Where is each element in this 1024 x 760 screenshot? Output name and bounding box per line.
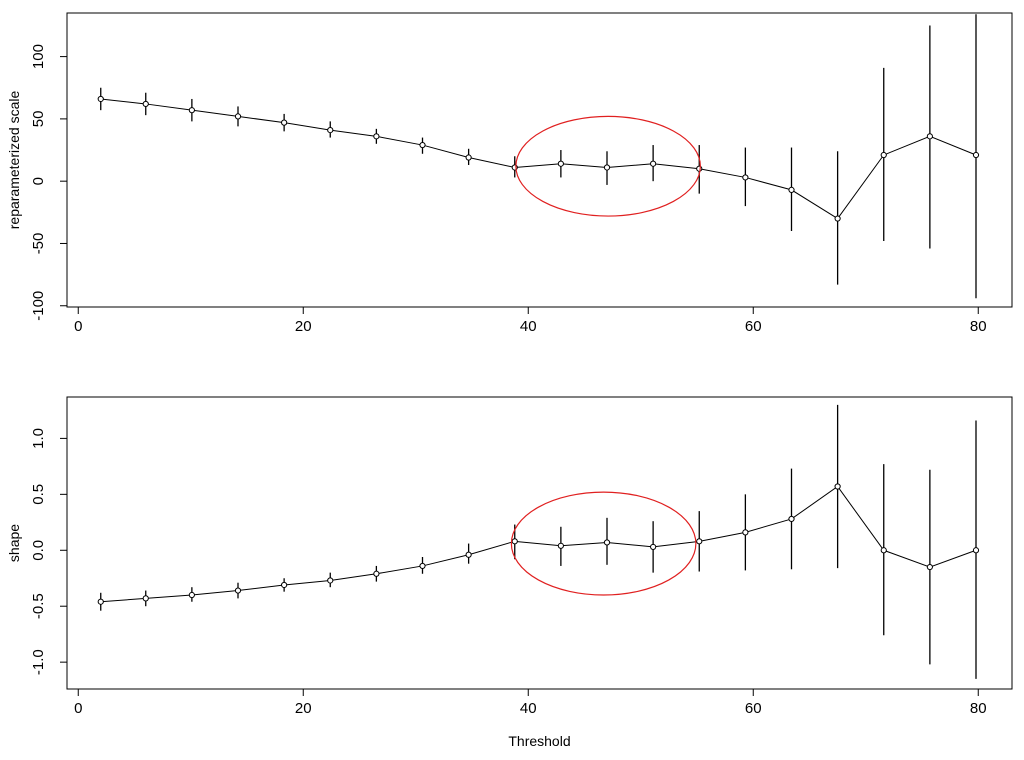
data-point xyxy=(234,587,242,594)
data-point xyxy=(465,551,472,558)
data-point xyxy=(834,215,841,222)
highlight-ellipse xyxy=(510,491,697,596)
x-tick-label: 20 xyxy=(295,700,312,717)
x-tick-label: 40 xyxy=(520,700,537,717)
y-tick-label: 0.5 xyxy=(30,484,47,505)
data-point xyxy=(788,515,795,523)
data-point xyxy=(742,174,749,181)
data-point xyxy=(742,529,749,536)
data-point xyxy=(511,538,518,545)
y-axis-title: reparameterized scale xyxy=(6,91,22,230)
y-tick-label: 50 xyxy=(30,111,47,128)
y-tick-label: -100 xyxy=(30,291,47,321)
data-point xyxy=(834,483,841,490)
y-tick-label: -1.0 xyxy=(30,649,47,675)
x-tick-label: 60 xyxy=(745,318,762,335)
data-point xyxy=(188,591,195,599)
data-point xyxy=(97,598,104,605)
x-tick-label: 80 xyxy=(970,318,987,335)
data-point xyxy=(788,186,795,193)
data-point xyxy=(972,151,980,159)
highlight-ellipse xyxy=(515,115,701,217)
data-point xyxy=(465,154,472,161)
data-point xyxy=(327,127,334,134)
data-point xyxy=(419,141,426,149)
series-line xyxy=(100,485,977,603)
reparameterized-scale-panel: 0 20 40 60 80 -100 -50 0 50 100 reparameterized sc… xyxy=(6,12,1013,335)
data-point xyxy=(926,563,933,571)
data-point xyxy=(696,165,703,172)
y-tick-label: -0.5 xyxy=(30,593,47,619)
data-point xyxy=(696,538,703,545)
data-point xyxy=(926,133,933,140)
x-tick-label: 80 xyxy=(970,700,987,717)
data-point xyxy=(97,95,104,103)
series-line xyxy=(100,98,977,220)
x-tick-label: 0 xyxy=(74,700,82,717)
shape-panel: 0 20 40 60 80 -1.0 -0.5 0.0 0.5 1.0 shape Threshold xyxy=(6,396,1013,749)
x-tick-label: 20 xyxy=(295,318,312,335)
y-axis-title: shape xyxy=(6,524,22,562)
data-point xyxy=(880,547,887,554)
plot-frame xyxy=(66,396,1013,690)
data-point xyxy=(281,119,288,126)
x-tick-label: 60 xyxy=(745,700,762,717)
data-point xyxy=(650,543,657,551)
data-point xyxy=(234,113,242,120)
y-tick-label: 0.0 xyxy=(30,540,47,561)
y-tick-label: 0 xyxy=(30,177,47,185)
data-point xyxy=(880,151,887,159)
y-tick-label: 1.0 xyxy=(30,428,47,449)
data-point xyxy=(557,160,564,167)
y-tick-label: -50 xyxy=(30,233,47,255)
data-point xyxy=(972,547,980,554)
data-point xyxy=(142,100,149,108)
x-tick-label: 40 xyxy=(520,318,537,335)
x-axis-title: Threshold xyxy=(508,733,570,749)
data-point xyxy=(373,133,380,140)
data-point xyxy=(650,160,657,167)
data-point xyxy=(373,570,380,577)
x-tick-label: 0 xyxy=(74,318,82,335)
data-point xyxy=(281,581,288,589)
data-point xyxy=(603,539,611,546)
data-point xyxy=(419,562,426,570)
data-point xyxy=(142,595,149,602)
data-point xyxy=(327,577,334,584)
y-tick-label: 100 xyxy=(30,44,47,69)
plot-frame xyxy=(66,12,1013,308)
data-point xyxy=(188,107,195,114)
data-point xyxy=(603,164,611,171)
data-point xyxy=(557,542,564,549)
